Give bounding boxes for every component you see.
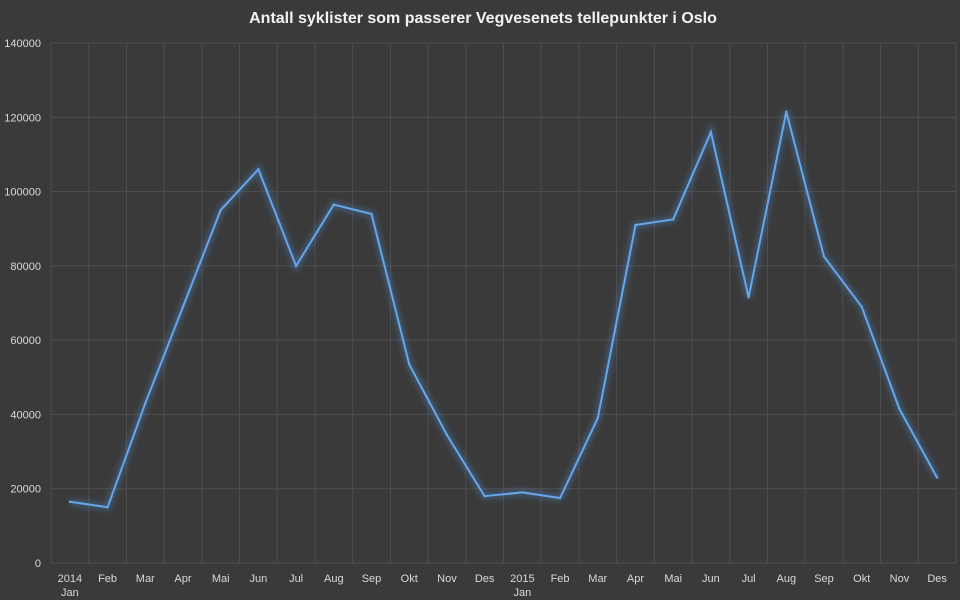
- y-tick-label: 20000: [10, 484, 41, 496]
- data-point: [332, 203, 336, 206]
- x-tick-sublabel: Jan: [61, 587, 79, 599]
- data-point: [483, 494, 486, 498]
- x-tick-label: Nov: [437, 573, 457, 585]
- data-point: [294, 264, 298, 268]
- data-point: [558, 496, 562, 500]
- data-point: [68, 500, 72, 503]
- data-point: [634, 223, 637, 227]
- x-tick-label: Nov: [890, 573, 910, 585]
- chart-title: Antall syklister som passerer Vegvesenet…: [249, 10, 717, 27]
- data-point: [898, 407, 901, 411]
- x-tick-label: Des: [927, 573, 947, 585]
- data-point: [596, 416, 599, 420]
- data-point: [785, 110, 788, 113]
- data-point: [709, 130, 713, 134]
- x-tick-label: Feb: [551, 573, 570, 585]
- x-tick-label: Jul: [742, 573, 756, 585]
- x-tick-sublabel: Jan: [513, 587, 531, 599]
- y-tick-label: 120000: [4, 112, 41, 124]
- data-point: [144, 402, 147, 405]
- x-tick-label: Mar: [588, 573, 607, 585]
- data-point: [822, 255, 826, 258]
- data-point: [370, 212, 373, 216]
- x-tick-label: Des: [475, 573, 495, 585]
- y-tick-label: 140000: [4, 38, 41, 50]
- x-tick-label: Apr: [174, 573, 191, 585]
- series-line: [69, 111, 938, 509]
- x-axis-ticks: 2014 Jan Feb Mar Apr Mai Jun Jul Aug Sep Okt Nov Des…: [58, 573, 948, 599]
- x-tick-label: 2014: [58, 573, 82, 585]
- data-point: [445, 433, 449, 437]
- data-point: [408, 363, 411, 366]
- data-point: [747, 296, 750, 299]
- y-axis-ticks: 0 20000 40000 60000 80000 100000 120000 140000: [4, 38, 41, 570]
- x-tick-label: Okt: [853, 573, 870, 585]
- x-tick-label: Mai: [664, 573, 682, 585]
- x-tick-label: Sep: [362, 573, 382, 585]
- y-tick-label: 60000: [10, 335, 41, 347]
- x-tick-label: Mai: [212, 573, 230, 585]
- y-tick-label: 0: [35, 558, 41, 570]
- data-point: [106, 506, 109, 509]
- x-tick-label: Jun: [702, 573, 720, 585]
- x-tick-label: Mar: [136, 573, 155, 585]
- x-tick-label: Feb: [98, 573, 117, 585]
- y-tick-label: 40000: [10, 409, 41, 421]
- data-point: [521, 491, 524, 494]
- y-tick-label: 100000: [4, 187, 41, 199]
- x-tick-label: 2015: [510, 573, 534, 585]
- x-tick-label: Okt: [401, 573, 418, 585]
- data-point: [935, 476, 939, 479]
- data-point: [219, 208, 222, 212]
- x-tick-label: Aug: [324, 573, 344, 585]
- x-tick-label: Aug: [777, 573, 797, 585]
- data-point: [181, 305, 185, 308]
- x-tick-label: Jun: [250, 573, 268, 585]
- data-point: [257, 168, 260, 171]
- data-point: [671, 218, 675, 221]
- data-point: [860, 305, 863, 308]
- x-tick-label: Sep: [814, 573, 834, 585]
- x-tick-label: Jul: [289, 573, 303, 585]
- series-layer: [68, 110, 941, 512]
- x-tick-label: Apr: [627, 573, 644, 585]
- y-tick-label: 80000: [10, 261, 41, 273]
